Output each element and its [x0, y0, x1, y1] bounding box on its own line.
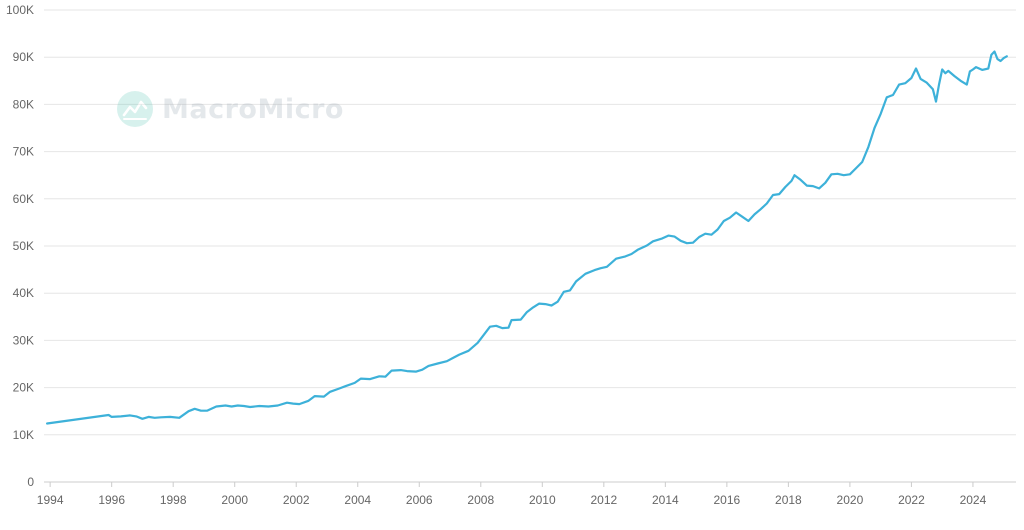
series-line [45, 50, 1008, 425]
x-tick-label: 2012 [590, 493, 617, 507]
x-tick-label: 1998 [160, 493, 187, 507]
y-tick-label: 100K [6, 3, 34, 17]
y-tick-label: 70K [13, 145, 34, 159]
x-tick-label: 1996 [98, 493, 125, 507]
macromicro-logo-icon [116, 90, 154, 128]
y-tick-label: 90K [13, 50, 34, 64]
y-tick-label: 40K [13, 286, 34, 300]
x-tick-label: 2000 [221, 493, 248, 507]
y-tick-label: 80K [13, 97, 34, 111]
x-tick-label: 2008 [467, 493, 494, 507]
x-axis-ticks: 1994 1996 1998 2000 2002 2004 2006 2008 2010 2012… [37, 482, 987, 507]
y-tick-label: 30K [13, 333, 34, 347]
watermark: MacroMicro [116, 90, 344, 128]
y-tick-label: 50K [13, 239, 34, 253]
series-group [45, 50, 1008, 425]
x-tick-label: 2022 [898, 493, 925, 507]
y-tick-label: 0 [27, 475, 34, 489]
x-tick-label: 2024 [960, 493, 987, 507]
x-tick-label: 2002 [283, 493, 310, 507]
y-tick-label: 60K [13, 192, 34, 206]
y-axis-ticks: 0 10K 20K 30K 40K 50K 60K 70K 80K 90K 100K [6, 3, 34, 489]
x-tick-label: 2014 [652, 493, 679, 507]
grid-lines [44, 9, 1016, 483]
x-tick-label: 2004 [344, 493, 371, 507]
x-tick-label: 2018 [775, 493, 802, 507]
x-tick-label: 2006 [406, 493, 433, 507]
x-tick-label: 1994 [37, 493, 64, 507]
x-tick-label: 2020 [837, 493, 864, 507]
y-tick-label: 10K [13, 428, 34, 442]
watermark-text: MacroMicro [162, 93, 344, 125]
x-tick-label: 2010 [529, 493, 556, 507]
x-tick-label: 2016 [714, 493, 741, 507]
y-tick-label: 20K [13, 381, 34, 395]
